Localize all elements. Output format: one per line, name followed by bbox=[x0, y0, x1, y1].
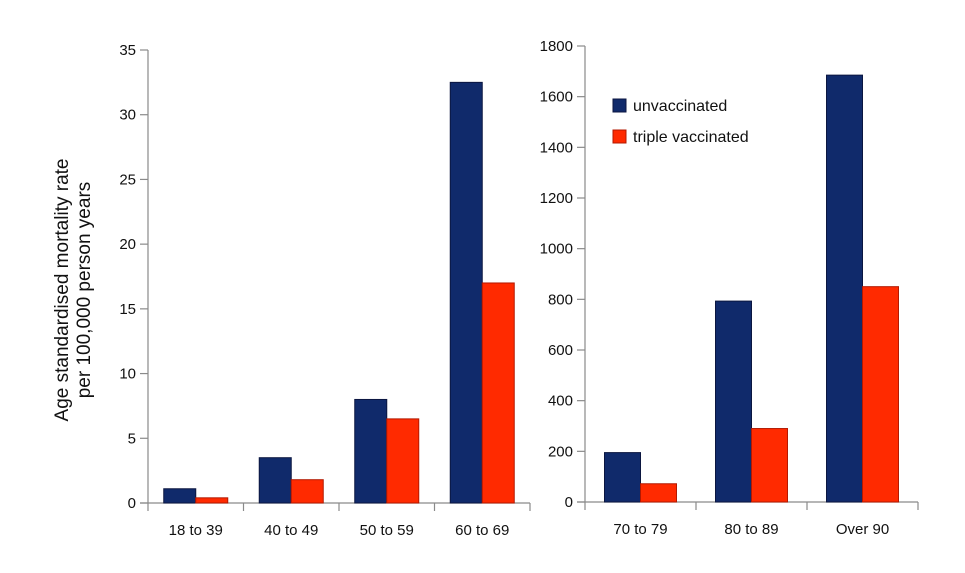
bar-unvaccinated bbox=[163, 488, 197, 504]
legend-entry-label: triple vaccinated bbox=[633, 129, 749, 146]
legend-swatch bbox=[612, 129, 627, 144]
y-tick-label: 30 bbox=[119, 107, 136, 124]
y-axis-title: Age standardised mortality rate per 100,0… bbox=[52, 159, 95, 422]
x-category-label: 80 to 89 bbox=[724, 521, 778, 538]
chart-panel-right: 0 200 400 600 800 1000 1200 1400 1600 1800 70 to 7… bbox=[540, 38, 919, 538]
bar-unvaccinated bbox=[354, 398, 388, 504]
bar-triple-vaccinated bbox=[481, 282, 515, 504]
chart-panel-left: 0 5 10 15 20 25 30 35 18 to 39 40 to 49 50 to 59 60… bbox=[119, 42, 531, 539]
bar-unvaccinated bbox=[449, 81, 483, 504]
bar-triple-vaccinated bbox=[290, 479, 324, 504]
bar-triple-vaccinated bbox=[386, 418, 420, 504]
bar-triple-vaccinated bbox=[751, 428, 788, 503]
y-tick-label: 0 bbox=[565, 494, 573, 511]
x-category-label: 40 to 49 bbox=[264, 522, 318, 539]
bar-triple-vaccinated bbox=[862, 286, 899, 503]
y-tick-label: 1400 bbox=[540, 139, 573, 156]
bar-unvaccinated bbox=[826, 74, 863, 503]
y-tick-label: 1800 bbox=[540, 38, 573, 55]
y-tick-label: 600 bbox=[548, 342, 573, 359]
y-tick-label: 35 bbox=[119, 42, 136, 59]
y-tick-label: 400 bbox=[548, 393, 573, 410]
bar-triple-vaccinated bbox=[195, 497, 229, 504]
x-category-label: 50 to 59 bbox=[360, 522, 414, 539]
x-category-label: 60 to 69 bbox=[455, 522, 509, 539]
y-tick-label: 800 bbox=[548, 291, 573, 308]
y-tick-label: 25 bbox=[119, 171, 136, 188]
legend-entry-label: unvaccinated bbox=[633, 98, 727, 115]
y-tick-label: 5 bbox=[128, 430, 136, 447]
x-category-label: Over 90 bbox=[836, 521, 889, 538]
y-axis-title-line: per 100,000 person years bbox=[74, 182, 95, 399]
y-tick-label: 10 bbox=[119, 366, 136, 383]
y-tick-label: 1600 bbox=[540, 89, 573, 106]
x-category-label: 70 to 79 bbox=[613, 521, 667, 538]
bar-unvaccinated bbox=[258, 457, 292, 504]
bar-unvaccinated bbox=[715, 300, 752, 503]
y-tick-label: 0 bbox=[128, 495, 136, 512]
legend-swatch bbox=[612, 98, 627, 113]
x-category-label: 18 to 39 bbox=[169, 522, 223, 539]
y-tick-label: 200 bbox=[548, 443, 573, 460]
y-tick-label: 1200 bbox=[540, 190, 573, 207]
y-tick-label: 20 bbox=[119, 236, 136, 253]
legend: unvaccinated triple vaccinated bbox=[612, 98, 749, 146]
y-tick-label: 1000 bbox=[540, 241, 573, 258]
bar-unvaccinated bbox=[604, 452, 641, 503]
bar-triple-vaccinated bbox=[640, 483, 677, 503]
y-tick-label: 15 bbox=[119, 301, 136, 318]
y-axis-title-line: Age standardised mortality rate bbox=[52, 159, 73, 422]
